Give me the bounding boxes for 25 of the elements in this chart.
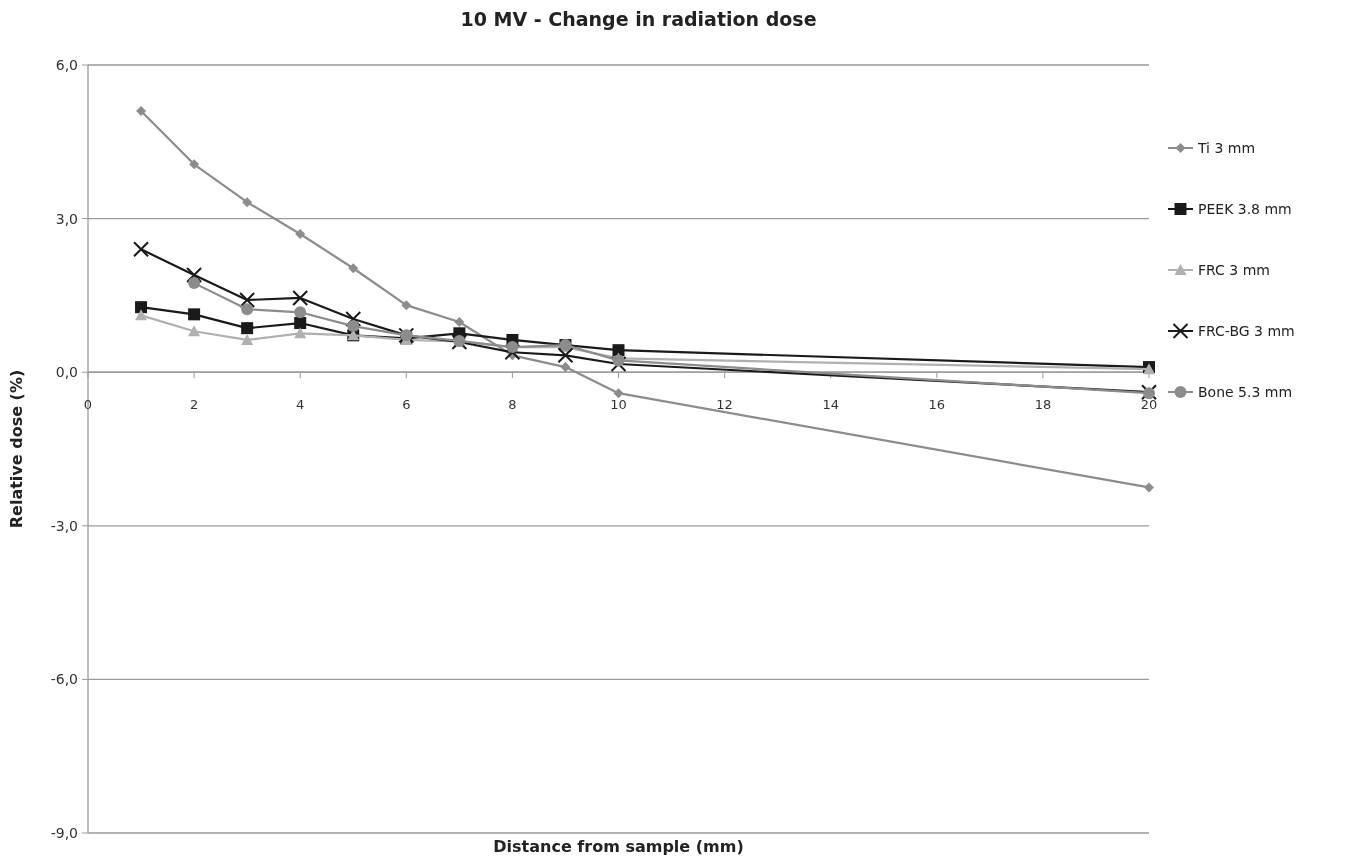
y-axis-title: Relative dose (%) xyxy=(7,369,26,529)
y-tick-label: -9,0 xyxy=(50,824,78,841)
x-tick-label: 6 xyxy=(402,397,411,413)
y-tick-label: -3,0 xyxy=(50,517,78,534)
x-tick-label: 4 xyxy=(296,397,305,413)
x-tick-label: 16 xyxy=(928,397,946,413)
legend-label: FRC-BG 3 mm xyxy=(1198,322,1295,339)
x-tick-label: 0 xyxy=(83,397,93,413)
x-tick-label: 20 xyxy=(1140,397,1158,413)
x-tick-label: 18 xyxy=(1034,397,1052,413)
legend-label: FRC 3 mm xyxy=(1198,261,1270,278)
chart-title: 10 MV - Change in radiation dose xyxy=(460,8,817,30)
y-tick-label: -6,0 xyxy=(50,671,78,688)
legend-label: Ti 3 mm xyxy=(1197,139,1256,156)
x-tick-label: 14 xyxy=(822,397,839,413)
x-tick-label: 2 xyxy=(189,397,199,413)
x-tick-label: 10 xyxy=(610,397,627,413)
x-tick-label: 8 xyxy=(508,397,517,413)
x-tick-label: 12 xyxy=(716,397,733,413)
x-axis-title: Distance from sample (mm) xyxy=(493,837,744,856)
y-tick-label: 6,0 xyxy=(55,56,78,73)
legend-label: Bone 5.3 mm xyxy=(1198,383,1293,400)
y-tick-label: 0,0 xyxy=(55,364,78,381)
y-tick-label: 3,0 xyxy=(55,210,78,227)
legend-label: PEEK 3.8 mm xyxy=(1198,200,1292,217)
